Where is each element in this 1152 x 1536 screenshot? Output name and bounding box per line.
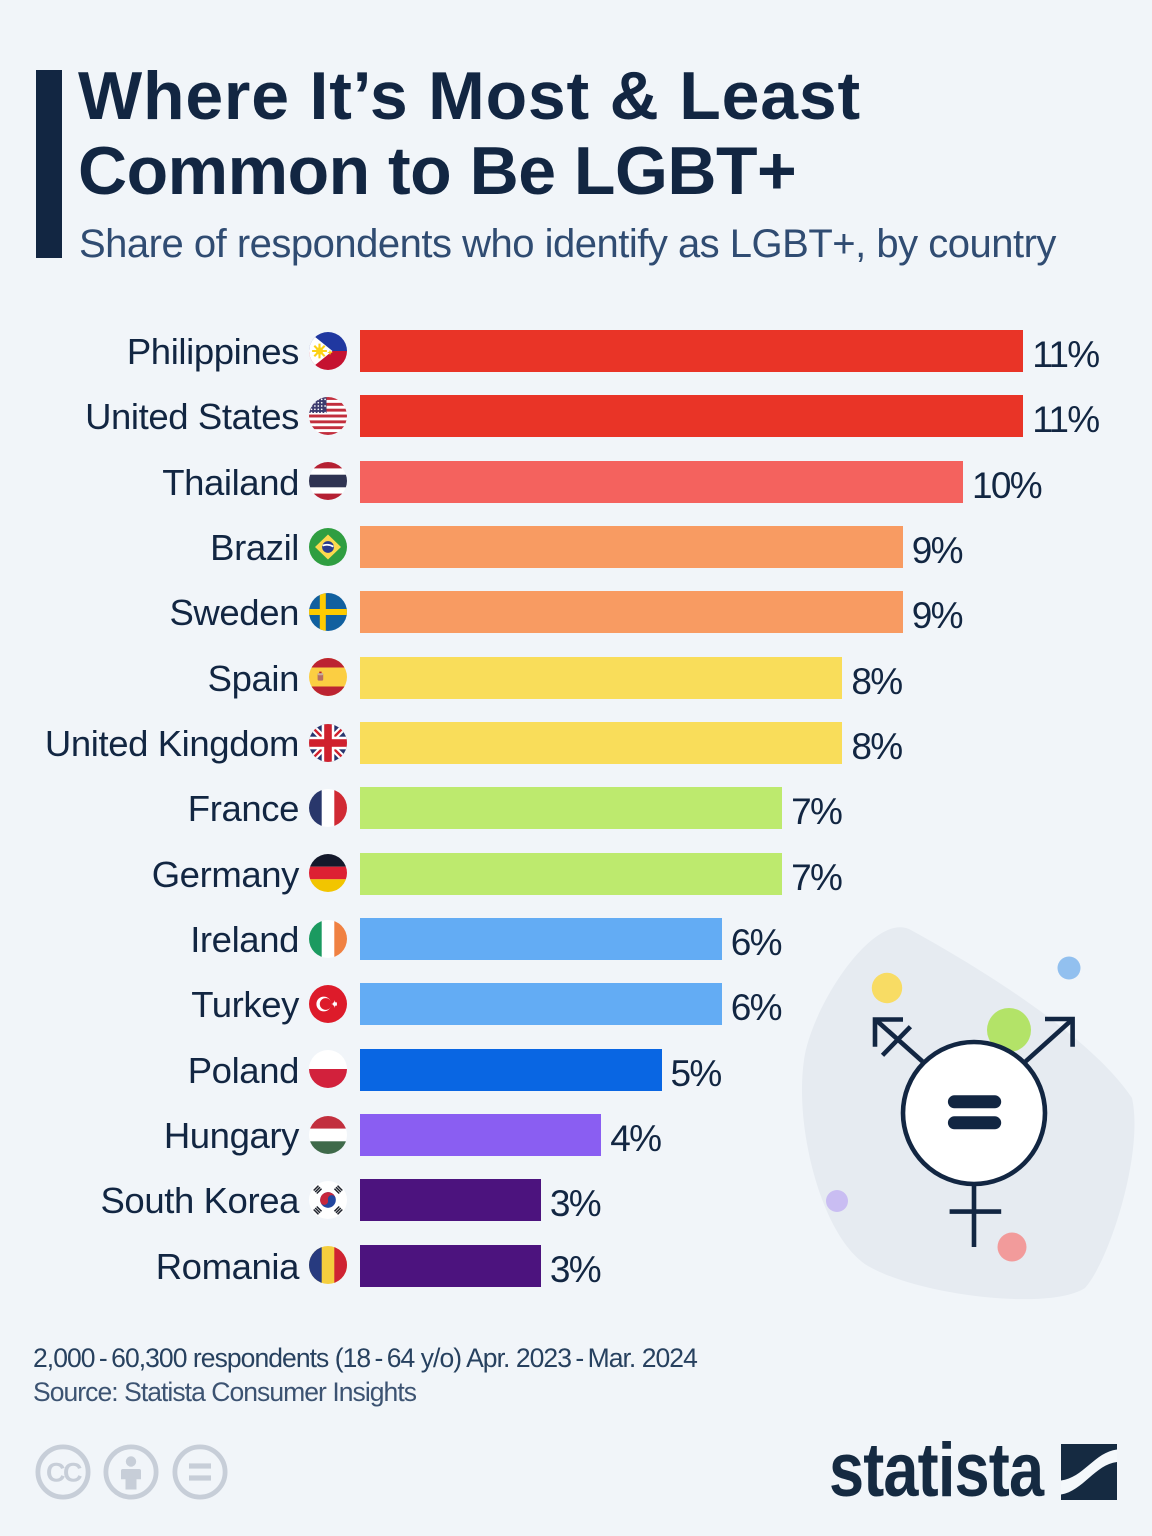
svg-text:CC: CC xyxy=(46,1458,82,1488)
